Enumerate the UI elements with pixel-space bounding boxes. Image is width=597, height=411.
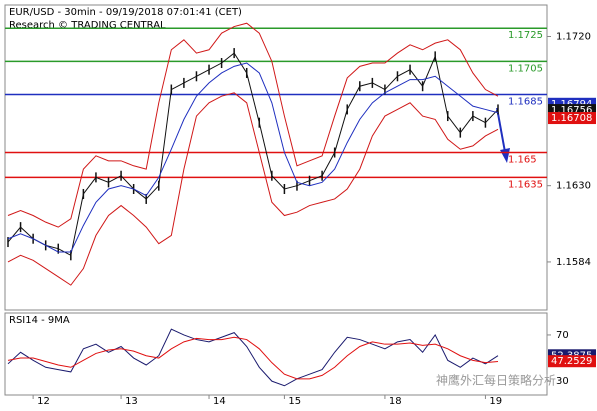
price-tag: [548, 112, 596, 125]
price-tag-label: 1.16708: [551, 113, 592, 124]
y-tick-label: 1.1584: [556, 257, 591, 268]
arrow-head: [500, 148, 510, 163]
rsi-title: RSI14 - 9MA: [9, 315, 70, 326]
level-label: 1.1685: [508, 97, 543, 108]
arrow: [496, 107, 506, 153]
y-tick-label: 30: [556, 376, 569, 387]
x-tick-label: 13: [125, 396, 138, 407]
x-tick-label: 18: [389, 396, 402, 407]
series-line: [7, 22, 499, 228]
series-line: [7, 52, 499, 257]
level-label: 1.1635: [508, 179, 543, 190]
series-line: [7, 92, 499, 286]
x-tick-label: 14: [213, 396, 226, 407]
watermark: 神鹰外汇每日策略分析: [436, 373, 556, 388]
x-tick-label: 19: [489, 396, 502, 407]
y-tick-label: 70: [556, 330, 569, 341]
x-tick-label: 15: [288, 396, 301, 407]
price-panel: [4, 4, 548, 311]
price-tag-label: 1.16756: [551, 105, 592, 116]
series-line: [7, 62, 499, 253]
price-tag: [548, 355, 596, 368]
x-tick-label: 12: [37, 396, 50, 407]
level-label: 1.165: [508, 155, 537, 166]
y-tick-label: 1.1630: [556, 181, 591, 192]
series-line: [7, 336, 499, 380]
series-line: [7, 328, 499, 387]
chart-title: EUR/USD - 30min - 09/19/2018 07:01:41 (C…: [9, 7, 242, 18]
level-label: 1.1705: [508, 63, 543, 74]
level-label: 1.1725: [508, 30, 543, 41]
chart-subtitle: Research © TRADING CENTRAL: [9, 20, 166, 31]
y-tick-label: 1.1720: [556, 31, 591, 42]
price-tag-label: 47.2529: [551, 356, 592, 367]
